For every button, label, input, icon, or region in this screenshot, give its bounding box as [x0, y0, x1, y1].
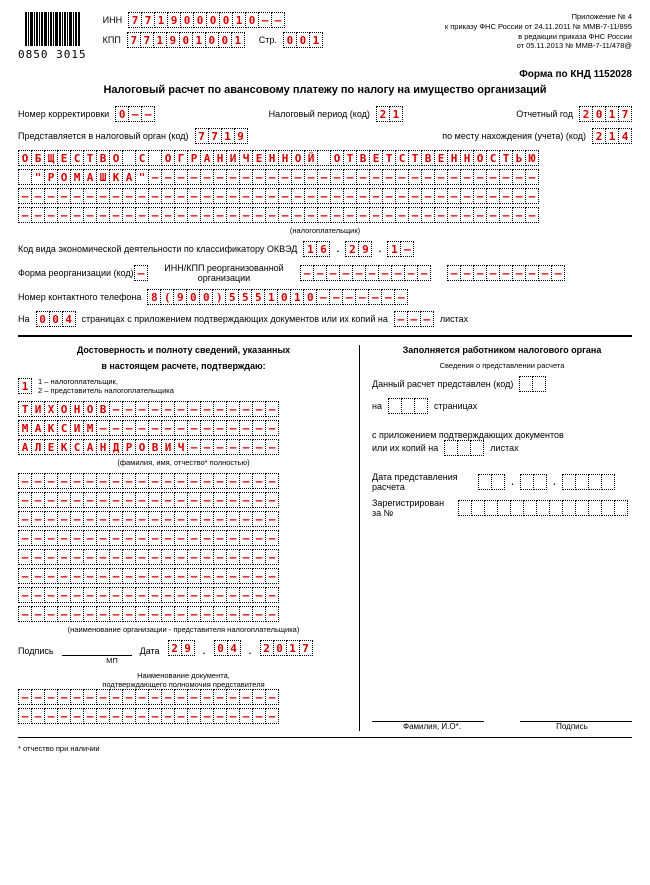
- row-org: Представляется в налоговый орган (код) 7…: [18, 128, 632, 144]
- row-correction: Номер корректировки 0–– Налоговый период…: [18, 106, 632, 122]
- doc-rows: ––––––––––––––––––––––––––––––––––––––––: [18, 689, 349, 724]
- signature-row: Подпись Дата 29. 04. 2017: [18, 640, 349, 656]
- pages-row: На 004 страницах с приложением подтвержд…: [18, 311, 632, 327]
- barcode-bars: [25, 12, 80, 46]
- kpp-label: КПП: [103, 35, 121, 45]
- page-label: Стр.: [259, 35, 277, 45]
- taxpayer-note: (налогоплательщик): [18, 226, 632, 235]
- inn-cells: 7719000010––: [128, 12, 285, 28]
- barcode: 0850 3015: [18, 12, 87, 61]
- page-cells: 001: [283, 32, 323, 48]
- reorg-row: Форма реорганизации (код) – ИНН/КПП реор…: [18, 263, 632, 283]
- barcode-number: 0850 3015: [18, 48, 87, 61]
- inn-label: ИНН: [103, 15, 122, 25]
- rep-rows: ––––––––––––––––––––––––––––––––––––––––…: [18, 473, 349, 622]
- kpp-cells: 771901001: [127, 32, 245, 48]
- inn-kpp-block: ИНН 7719000010–– КПП 771901001 Стр. 001: [103, 12, 323, 52]
- org-name-rows: ОБЩЕСТВОСОГРАНИЧЕННОЙОТВЕТСТВЕННОСТЬЮ"РО…: [18, 150, 632, 223]
- left-column: Достоверность и полноту сведений, указан…: [18, 345, 360, 731]
- reference-text: Приложение № 4 к приказу ФНС России от 2…: [445, 12, 632, 51]
- header: 0850 3015 ИНН 7719000010–– КПП 771901001…: [18, 12, 632, 61]
- two-column-section: Достоверность и полноту сведений, указан…: [18, 345, 632, 731]
- right-column: Заполняется работником налогового органа…: [372, 345, 632, 731]
- phone-row: Номер контактного телефона 8(900)5551010…: [18, 289, 632, 305]
- fio-rows: ТИХОНОВ–––––––––––––МАКСИМ––––––––––––––…: [18, 401, 349, 455]
- form-title: Налоговый расчет по авансовому платежу п…: [18, 84, 632, 96]
- footnote: * отчество при наличии: [18, 744, 632, 753]
- form-code: Форма по КНД 1152028: [18, 69, 632, 80]
- okved-row: Код вида экономической деятельности по к…: [18, 241, 632, 257]
